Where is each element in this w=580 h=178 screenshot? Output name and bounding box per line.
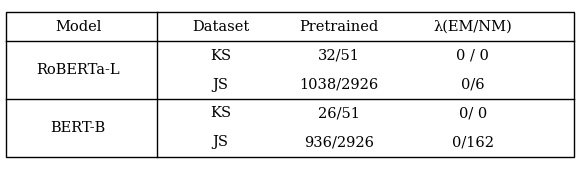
Text: KS: KS: [210, 106, 231, 120]
Text: 0 / 0: 0 / 0: [456, 49, 489, 63]
Text: 0/ 0: 0/ 0: [459, 106, 487, 120]
Text: 0/162: 0/162: [452, 135, 494, 149]
Bar: [6, 12, 574, 157]
Text: Model: Model: [55, 20, 102, 34]
Text: Dataset: Dataset: [192, 20, 249, 34]
Text: 26/51: 26/51: [318, 106, 360, 120]
Text: Pretrained: Pretrained: [300, 20, 379, 34]
Text: 1038/2926: 1038/2926: [300, 78, 379, 91]
Text: 32/51: 32/51: [318, 49, 360, 63]
Text: JS: JS: [212, 78, 229, 91]
Text: BERT-B: BERT-B: [50, 121, 106, 135]
Text: KS: KS: [210, 49, 231, 63]
Text: 936/2926: 936/2926: [304, 135, 374, 149]
Text: 0/6: 0/6: [461, 78, 484, 91]
Text: λ(EM/NM): λ(EM/NM): [433, 20, 512, 34]
Text: JS: JS: [212, 135, 229, 149]
Text: RoBERTa-L: RoBERTa-L: [37, 63, 120, 77]
